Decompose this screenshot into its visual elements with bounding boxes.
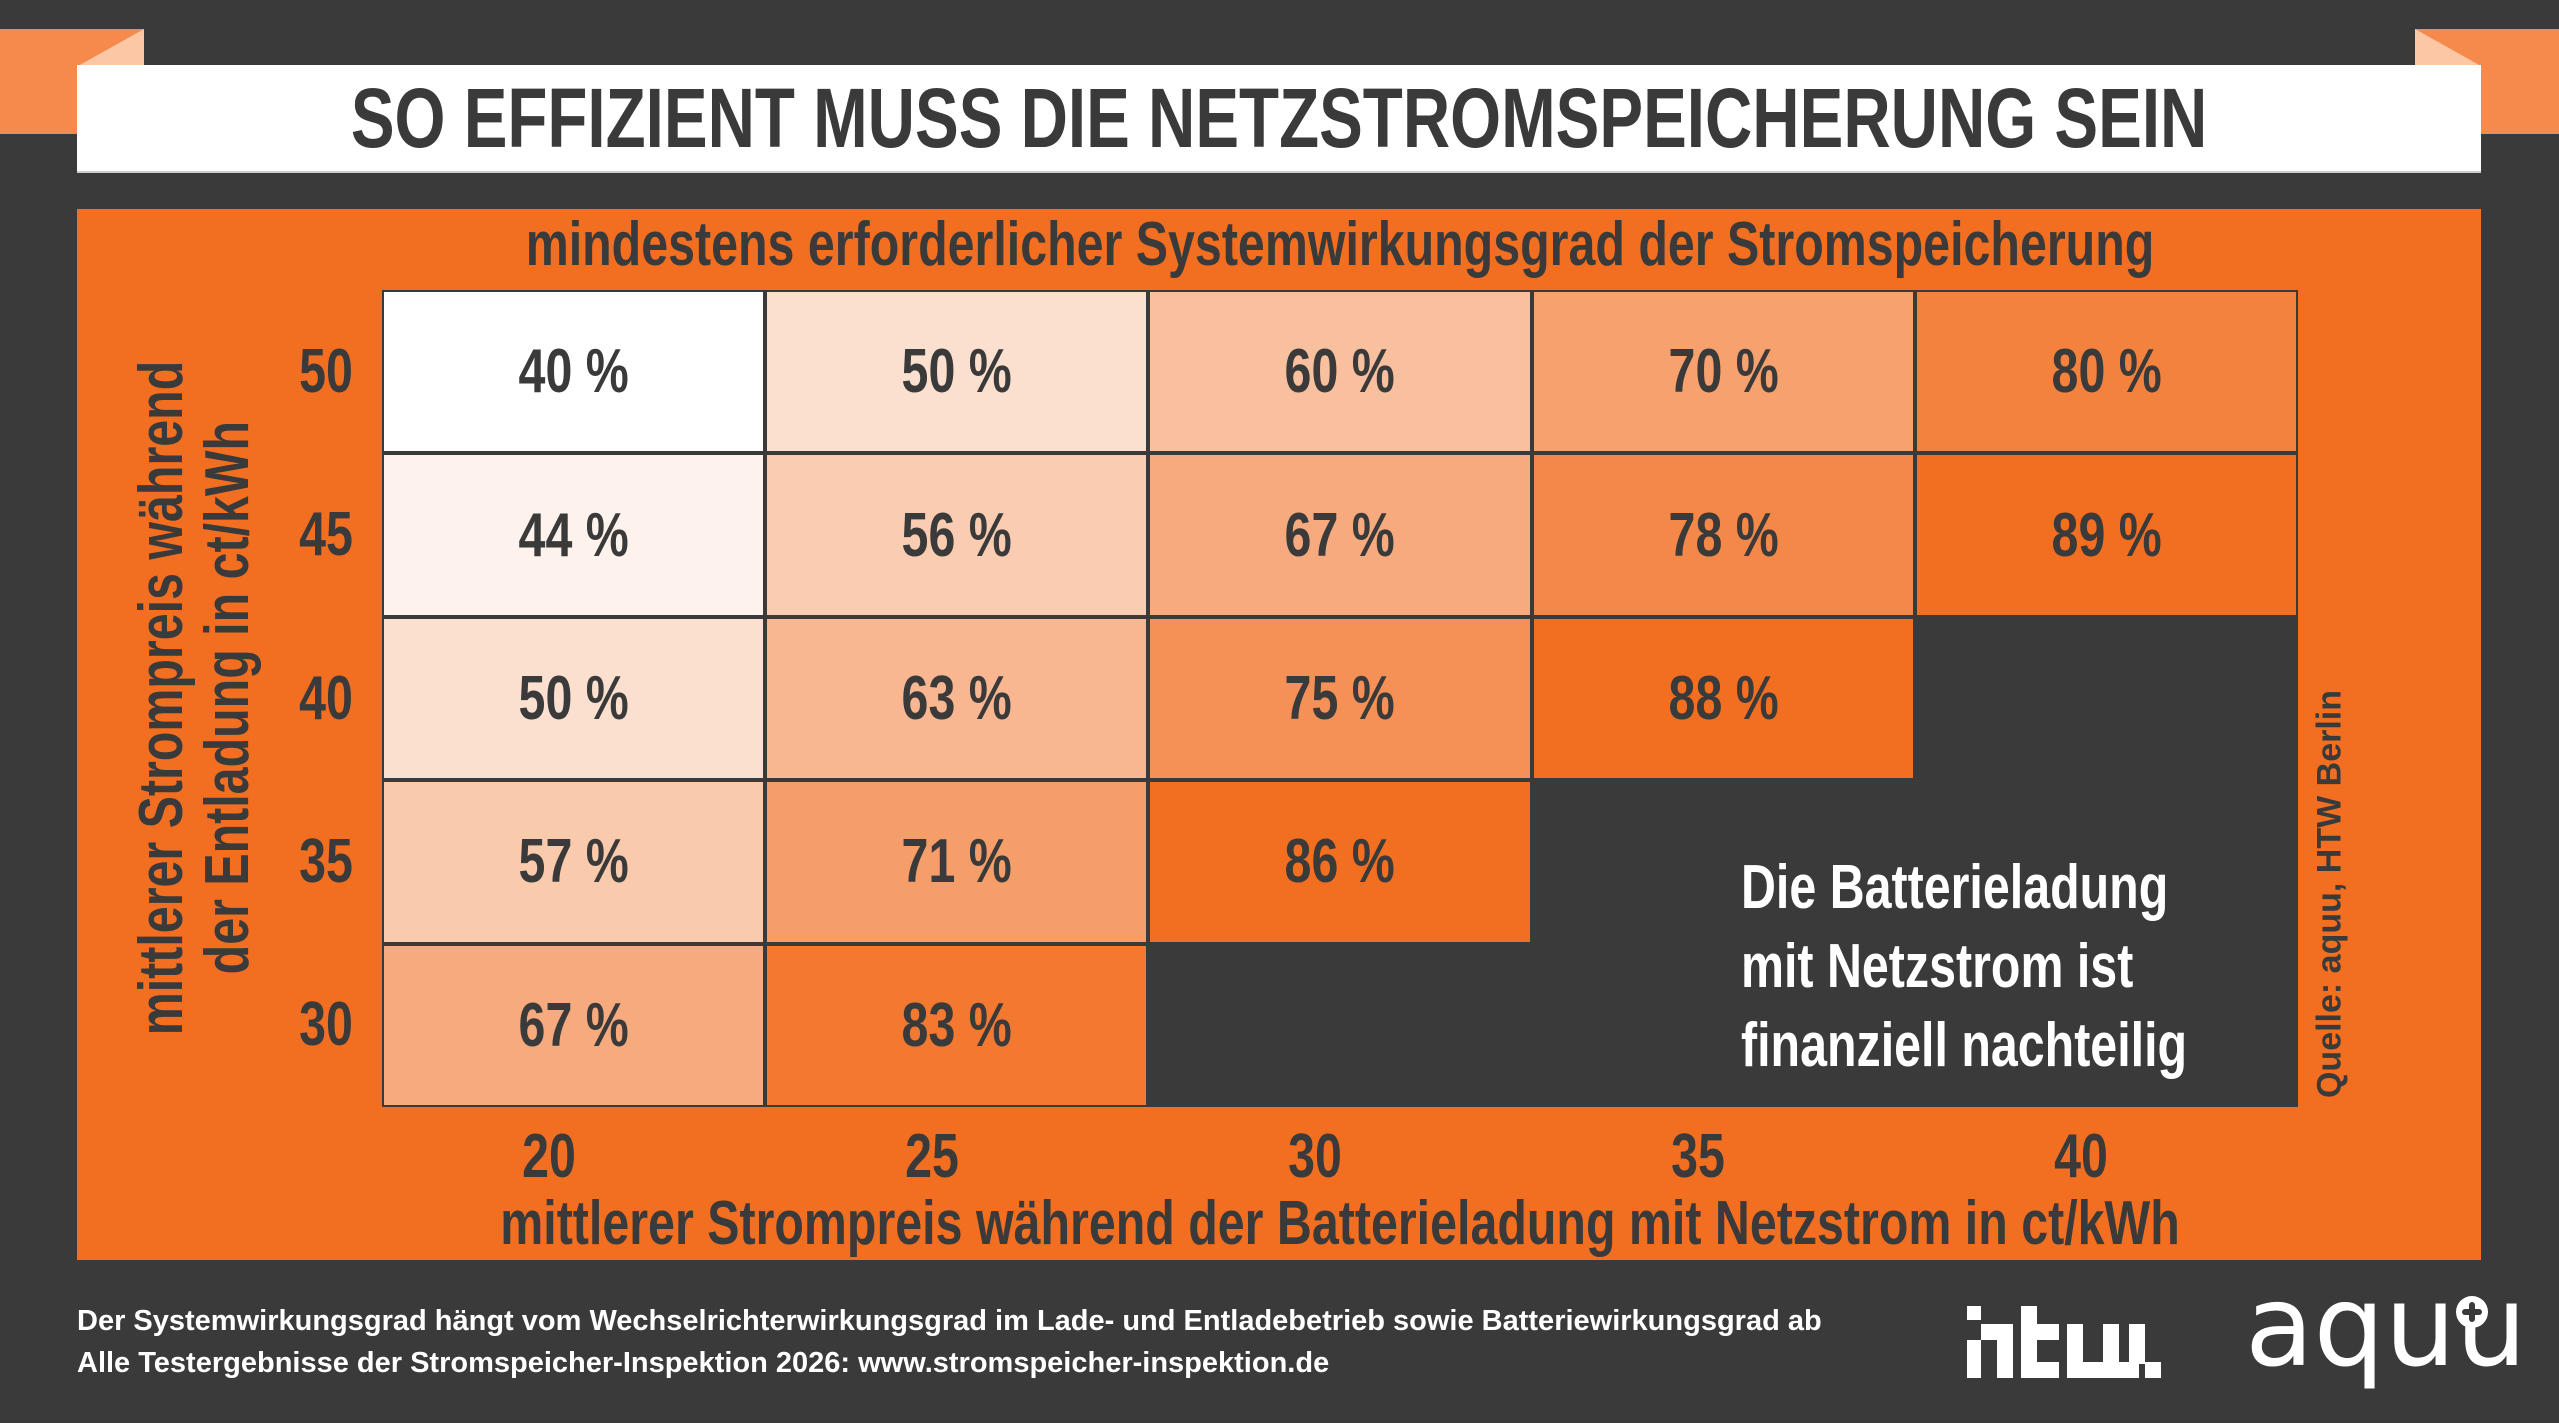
plus-circle-icon <box>2456 1296 2488 1328</box>
heatmap-cell: 78 % <box>1533 455 1913 615</box>
x-tick-label: 30 <box>1288 1122 1342 1191</box>
y-tick-label: 50 <box>299 336 353 406</box>
x-tick-label: 20 <box>521 1122 576 1191</box>
chart-title: mindestens erforderlicher Systemwirkungs… <box>525 210 2155 279</box>
cell-value: 78 % <box>1668 500 1779 570</box>
cell-value: 75 % <box>1284 663 1396 733</box>
heatmap-cell: 56 % <box>767 455 1147 615</box>
heatmap-cell: 50 % <box>767 292 1147 452</box>
htw-logo <box>1967 1306 2161 1378</box>
heatmap-cell: 63 % <box>767 618 1147 779</box>
heatmap-cell: 89 % <box>1916 455 2296 615</box>
source-note: Quelle: aquu, HTW Berlin <box>2310 689 2349 1099</box>
heatmap-grid: 40 % 50 % 60 % 70 % 80 % 44 % 56 % 67 % 78 % 89 %… <box>382 290 2298 1107</box>
y-tick-label: 40 <box>299 663 353 733</box>
heatmap-cell: 50 % <box>384 618 764 779</box>
x-axis-title-wrap: mittlerer Strompreis während der Batteri… <box>263 1193 2416 1255</box>
cell-value: 83 % <box>901 990 1012 1060</box>
heatmap-cell: 44 % <box>384 455 764 615</box>
y-axis-title-line1: mittlerer Strompreis während <box>127 360 196 1036</box>
cell-value: 70 % <box>1668 337 1779 407</box>
cell-value: 63 % <box>901 663 1012 733</box>
aquu-logo: aquu <box>2245 1262 2527 1392</box>
page-title: SO EFFIZIENT MUSS DIE NETZSTROMSPEICHERU… <box>350 70 2208 165</box>
heatmap-cell: 67 % <box>1150 455 1530 615</box>
cell-value: 50 % <box>518 663 629 733</box>
y-tick-label: 35 <box>299 826 353 896</box>
cell-value: 56 % <box>901 500 1012 570</box>
cell-value: 67 % <box>1284 500 1396 570</box>
x-axis-title: mittlerer Strompreis während der Batteri… <box>500 1189 2180 1258</box>
heatmap-cell: 88 % <box>1533 618 1913 779</box>
heatmap-cell: 70 % <box>1533 292 1913 452</box>
heatmap-cell: 83 % <box>767 945 1147 1105</box>
cell-value: 67 % <box>518 990 629 1060</box>
footer-line1: Der Systemwirkungsgrad hängt vom Wechsel… <box>77 1305 1822 1337</box>
heatmap-cell: 67 % <box>384 945 764 1105</box>
x-tick-label: 35 <box>1671 1122 1726 1191</box>
cell-value: 80 % <box>2051 337 2162 407</box>
y-tick-label: 30 <box>299 990 353 1060</box>
cell-value: 57 % <box>518 827 629 897</box>
y-axis-title: mittlerer Strompreis während der Entladu… <box>127 266 262 1131</box>
heatmap-cell: 57 % <box>384 782 764 942</box>
heatmap-cell: 75 % <box>1150 618 1530 779</box>
footer-line2: Alle Testergebnisse der Stromspeicher-In… <box>77 1347 1330 1379</box>
heatmap-cell: 86 % <box>1150 782 1530 942</box>
cell-value: 71 % <box>901 827 1012 897</box>
heatmap-cell: 40 % <box>384 292 764 452</box>
x-tick-label: 25 <box>904 1122 959 1191</box>
cell-value: 89 % <box>2051 500 2162 570</box>
cell-value: 44 % <box>518 500 629 570</box>
cell-value: 86 % <box>1284 827 1396 897</box>
empty-region-note: Die Batterieladung mit Netzstrom ist fin… <box>1741 848 2313 1085</box>
note-line3: finanziell nachteilig <box>1741 1011 2188 1080</box>
heatmap-cell: 80 % <box>1916 292 2296 452</box>
note-line2: mit Netzstrom ist <box>1741 932 2134 1001</box>
note-line1: Die Batterieladung <box>1741 853 2169 922</box>
y-axis-title-line2: der Entladung in ct/kWh <box>193 421 262 975</box>
heatmap-cell: 60 % <box>1150 292 1530 452</box>
cell-value: 60 % <box>1284 337 1396 407</box>
x-tick-label: 40 <box>2054 1122 2109 1191</box>
cell-value: 88 % <box>1668 663 1779 733</box>
heatmap-cell: 71 % <box>767 782 1147 942</box>
y-tick-label: 45 <box>299 500 353 570</box>
title-banner: SO EFFIZIENT MUSS DIE NETZSTROMSPEICHERU… <box>77 65 2481 173</box>
chart-title-wrap: mindestens erforderlicher Systemwirkungs… <box>296 214 2384 276</box>
cell-value: 50 % <box>901 337 1012 407</box>
cell-value: 40 % <box>518 337 629 407</box>
